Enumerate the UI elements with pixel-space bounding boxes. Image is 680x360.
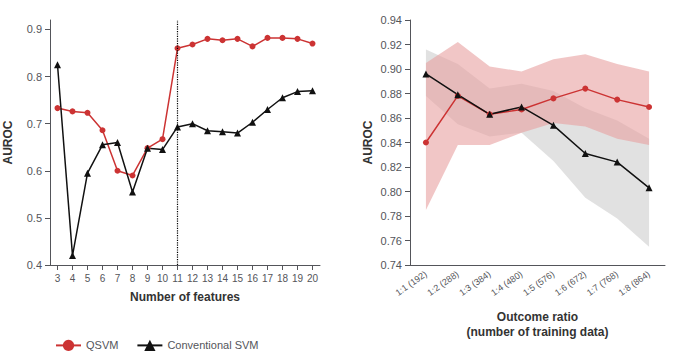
- svg-text:11: 11: [172, 273, 183, 284]
- svg-text:16: 16: [247, 273, 259, 284]
- svg-text:13: 13: [202, 273, 214, 284]
- svg-text:0.5: 0.5: [27, 212, 42, 224]
- svg-text:1:1 (192): 1:1 (192): [394, 269, 429, 298]
- svg-text:6: 6: [100, 273, 106, 284]
- svg-text:Outcome ratio: Outcome ratio: [497, 310, 578, 324]
- svg-text:0.6: 0.6: [27, 165, 42, 177]
- svg-text:17: 17: [262, 273, 274, 284]
- svg-text:0.92: 0.92: [381, 39, 402, 51]
- svg-text:1:4 (480): 1:4 (480): [489, 269, 524, 298]
- svg-text:1:6 (672): 1:6 (672): [553, 269, 588, 298]
- svg-text:0.94: 0.94: [381, 14, 402, 26]
- svg-text:1:2 (288): 1:2 (288): [425, 269, 460, 298]
- svg-text:0.76: 0.76: [381, 235, 402, 247]
- svg-text:1:3 (384): 1:3 (384): [457, 269, 492, 298]
- svg-text:Number of features: Number of features: [130, 290, 240, 304]
- svg-text:20: 20: [307, 273, 319, 284]
- svg-text:18: 18: [277, 273, 289, 284]
- svg-text:14: 14: [217, 273, 229, 284]
- svg-text:15: 15: [232, 273, 244, 284]
- svg-text:19: 19: [292, 273, 304, 284]
- svg-text:0.74: 0.74: [381, 259, 402, 271]
- svg-text:8: 8: [130, 273, 136, 284]
- svg-text:0.84: 0.84: [381, 137, 402, 149]
- svg-text:0.90: 0.90: [381, 63, 402, 75]
- svg-text:(number of training data): (number of training data): [467, 325, 609, 339]
- svg-text:AUROC: AUROC: [1, 120, 15, 164]
- svg-text:0.7: 0.7: [27, 118, 42, 130]
- svg-text:0.8: 0.8: [27, 71, 42, 83]
- svg-text:9: 9: [145, 273, 151, 284]
- svg-text:AUROC: AUROC: [361, 120, 375, 164]
- svg-text:0.9: 0.9: [27, 23, 42, 35]
- svg-text:5: 5: [85, 273, 91, 284]
- svg-text:4: 4: [70, 273, 76, 284]
- svg-text:0.82: 0.82: [381, 161, 402, 173]
- svg-text:0.86: 0.86: [381, 112, 402, 124]
- svg-text:0.4: 0.4: [27, 259, 42, 271]
- svg-text:3: 3: [55, 273, 61, 284]
- svg-text:1:8 (864): 1:8 (864): [617, 269, 652, 298]
- svg-text:7: 7: [115, 273, 121, 284]
- svg-text:0.78: 0.78: [381, 210, 402, 222]
- svg-text:1:7 (768): 1:7 (768): [585, 269, 620, 298]
- svg-text:0.88: 0.88: [381, 88, 402, 100]
- svg-text:10: 10: [157, 273, 169, 284]
- svg-text:1:5 (576): 1:5 (576): [521, 269, 556, 298]
- svg-text:Conventional SVM: Conventional SVM: [167, 339, 258, 351]
- svg-text:12: 12: [187, 273, 199, 284]
- svg-text:QSVM: QSVM: [86, 339, 118, 351]
- svg-text:0.80: 0.80: [381, 186, 402, 198]
